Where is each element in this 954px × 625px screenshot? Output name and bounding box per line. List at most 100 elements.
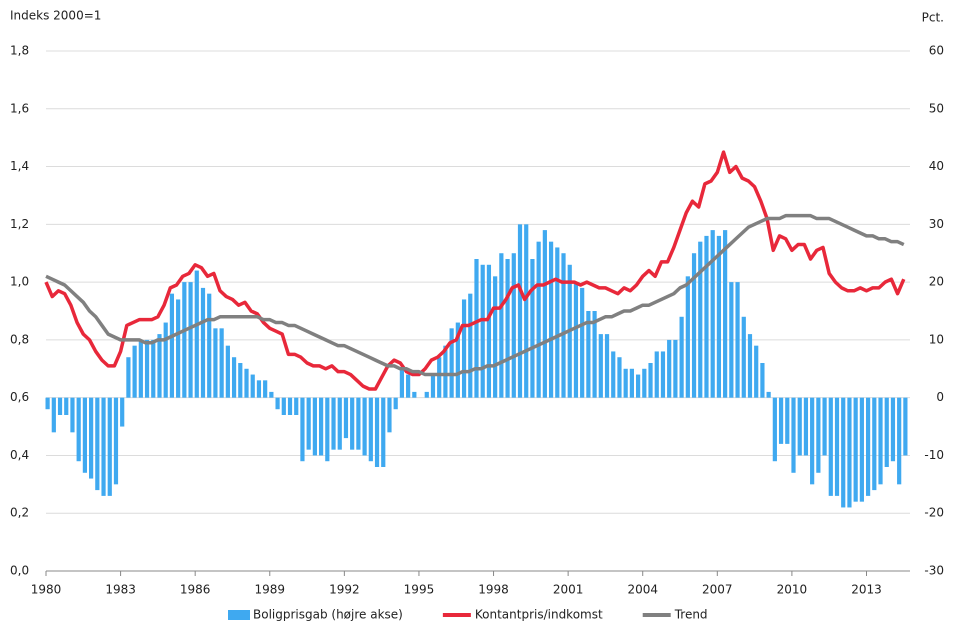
bar — [269, 391, 274, 398]
bar — [791, 397, 796, 473]
bar — [698, 241, 703, 398]
bar — [132, 345, 137, 398]
bar — [530, 259, 535, 398]
y-tick-label: 0,8 — [10, 332, 29, 346]
bar — [244, 368, 249, 398]
bar — [263, 380, 268, 398]
bar — [70, 397, 75, 433]
bar — [810, 397, 815, 485]
x-tick-label: 2007 — [702, 583, 733, 597]
bar — [772, 397, 777, 462]
bar — [847, 397, 852, 508]
x-tick-label: 1980 — [31, 583, 62, 597]
bar — [803, 397, 809, 456]
y-tick-label: 1,8 — [10, 44, 29, 58]
bar — [872, 397, 877, 491]
bar — [275, 397, 280, 410]
bar — [586, 311, 591, 398]
bar — [225, 345, 230, 398]
bar — [219, 328, 224, 398]
bar — [250, 374, 255, 398]
bar — [822, 397, 827, 456]
y-tick-label: 1,2 — [10, 217, 29, 231]
bar — [325, 397, 330, 462]
bar — [710, 230, 715, 398]
y2-tick-label: 20 — [929, 275, 944, 289]
bar — [163, 322, 168, 398]
bar — [704, 235, 709, 398]
bar — [548, 241, 554, 398]
bar — [468, 293, 473, 398]
bar — [455, 322, 460, 398]
bar — [45, 397, 50, 410]
bar — [126, 357, 131, 398]
y2-tick-label: -30 — [924, 564, 944, 578]
bar — [356, 397, 361, 450]
bar — [493, 276, 498, 398]
y2-tick-label: 40 — [929, 159, 944, 173]
bar — [480, 264, 485, 398]
y-axis-title: Indeks 2000=1 — [10, 9, 101, 23]
bar — [64, 397, 69, 415]
bar — [281, 397, 286, 415]
bar — [231, 357, 237, 398]
y2-tick-label: 0 — [936, 390, 944, 404]
bar — [828, 397, 833, 496]
bar — [238, 363, 243, 398]
bar — [95, 397, 100, 491]
bar — [555, 247, 560, 398]
bar — [138, 339, 143, 398]
legend-label: Boligprisgab (højre akse) — [253, 608, 403, 622]
bar — [207, 293, 212, 398]
bar — [331, 397, 336, 450]
bar — [841, 397, 846, 508]
bar — [256, 380, 262, 398]
bar — [673, 339, 678, 398]
bar — [387, 397, 392, 433]
bar — [623, 368, 628, 398]
bar — [859, 397, 864, 502]
bar — [499, 253, 504, 398]
bar — [853, 397, 858, 502]
y-tick-label: 0,2 — [10, 506, 29, 520]
bar — [660, 351, 666, 398]
bar — [667, 339, 672, 398]
bar — [766, 391, 771, 398]
y-tick-label: 0,0 — [10, 564, 29, 578]
y2-tick-label: 50 — [929, 101, 944, 115]
x-tick-label: 2004 — [627, 583, 658, 597]
y2-tick-label: 10 — [929, 332, 944, 346]
bar — [679, 316, 684, 398]
bar — [107, 397, 112, 496]
bar — [368, 397, 373, 462]
x-tick-label: 1995 — [404, 583, 435, 597]
bar — [723, 230, 728, 398]
bar — [443, 345, 448, 398]
bar — [884, 397, 889, 467]
bar — [294, 397, 299, 415]
bar — [642, 368, 647, 398]
bar — [747, 334, 753, 398]
x-tick-label: 1983 — [105, 583, 136, 597]
bar — [51, 397, 56, 433]
bar — [337, 397, 342, 450]
legend-swatch — [228, 610, 250, 620]
bar — [113, 397, 119, 485]
bar — [580, 287, 585, 398]
bar — [629, 368, 634, 398]
bar — [412, 391, 417, 398]
bar — [573, 282, 579, 398]
bar — [82, 397, 87, 473]
bar — [486, 264, 492, 398]
bar — [716, 235, 722, 398]
y-tick-label: 1,4 — [10, 159, 29, 173]
bar — [604, 334, 610, 398]
bar — [592, 311, 597, 398]
bar — [903, 397, 908, 456]
x-tick-label: 2001 — [553, 583, 584, 597]
x-tick-label: 1986 — [180, 583, 211, 597]
bar — [890, 397, 896, 462]
y2-tick-label: -10 — [924, 448, 944, 462]
bar — [393, 397, 398, 410]
bar — [598, 334, 603, 398]
